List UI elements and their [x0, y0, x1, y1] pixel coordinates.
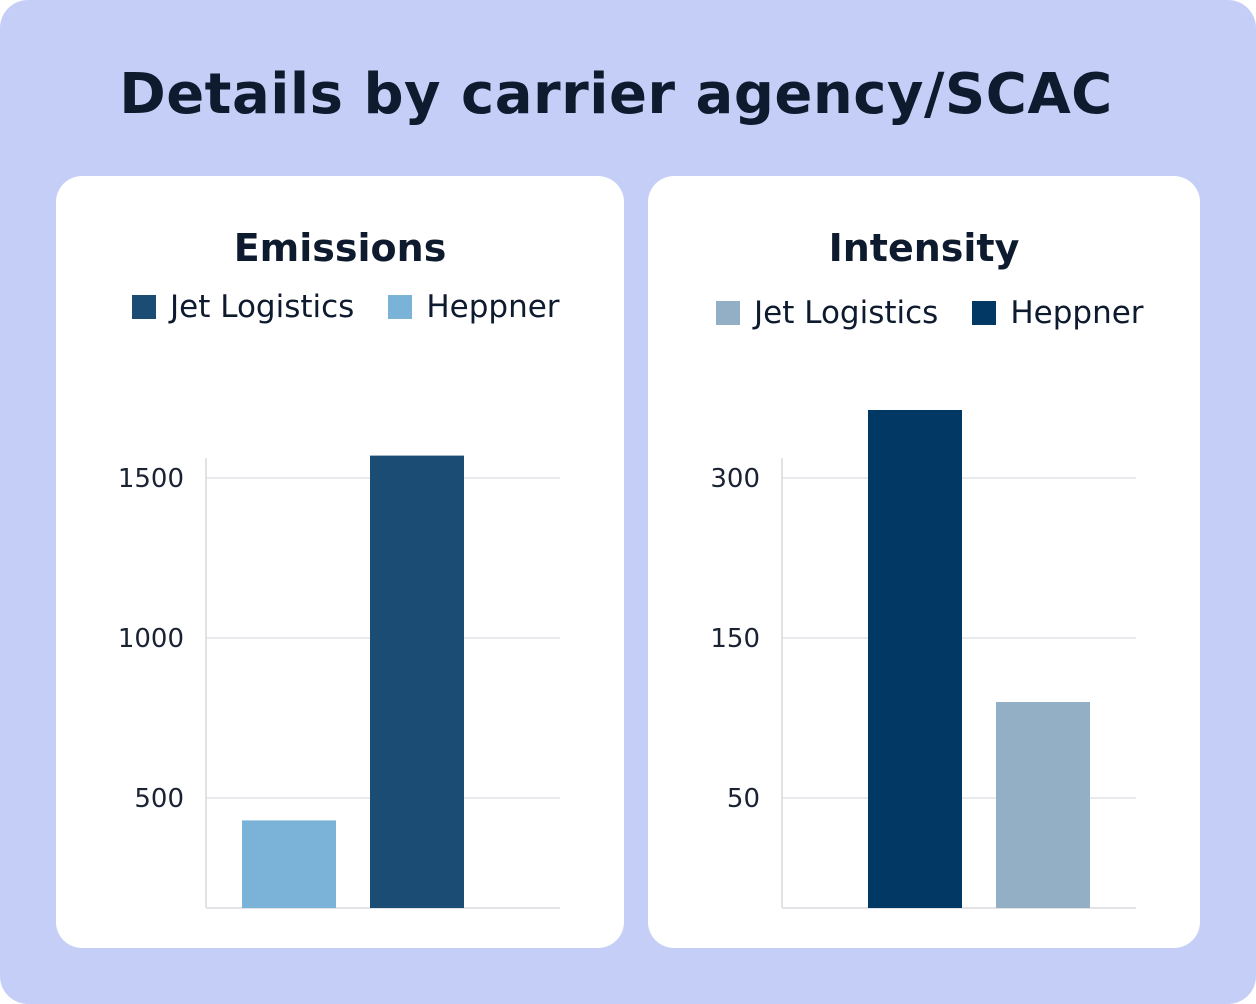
- legend-emissions: Jet Logistics Heppner: [132, 289, 560, 325]
- y-tick-label: 500: [134, 784, 184, 814]
- intensity-card: Intensity Jet Logistics Heppner 50 150 300: [648, 176, 1200, 948]
- bar-jet-logistics: [370, 455, 464, 908]
- legend-swatch: [132, 295, 156, 319]
- emissions-plot: 500 1000 1500: [118, 455, 560, 909]
- legend-swatch: [388, 295, 413, 319]
- legend-swatch: [716, 301, 740, 325]
- chart-title-emissions: Emissions: [233, 226, 447, 270]
- bar-heppner: [868, 410, 962, 908]
- emissions-card: Emissions Jet Logistics Heppner 500 1000 1…: [56, 176, 624, 948]
- chart-title-intensity: Intensity: [828, 226, 1020, 270]
- legend-intensity: Jet Logistics Heppner: [716, 295, 1144, 331]
- y-tick-label: 150: [710, 624, 760, 654]
- legend-label: Heppner: [426, 289, 560, 325]
- legend-item-jet-logistics: Jet Logistics: [716, 295, 938, 331]
- y-tick-label: 1500: [118, 464, 184, 494]
- legend-label: Jet Logistics: [754, 295, 939, 331]
- legend-swatch: [972, 301, 997, 325]
- page-title: Details by carrier agency/SCAC: [119, 62, 1113, 127]
- bar-jet-logistics: [996, 702, 1090, 908]
- legend-item-heppner: Heppner: [388, 289, 560, 325]
- legend-label: Heppner: [1010, 295, 1144, 331]
- y-tick-label: 1000: [118, 624, 184, 654]
- y-tick-label: 300: [710, 464, 760, 494]
- bar-heppner: [242, 820, 336, 908]
- intensity-plot: 50 150 300: [710, 410, 1136, 909]
- legend-item-jet-logistics: Jet Logistics: [132, 289, 354, 325]
- legend-item-heppner: Heppner: [972, 295, 1144, 331]
- y-tick-label: 50: [727, 784, 760, 814]
- legend-label: Jet Logistics: [170, 289, 355, 325]
